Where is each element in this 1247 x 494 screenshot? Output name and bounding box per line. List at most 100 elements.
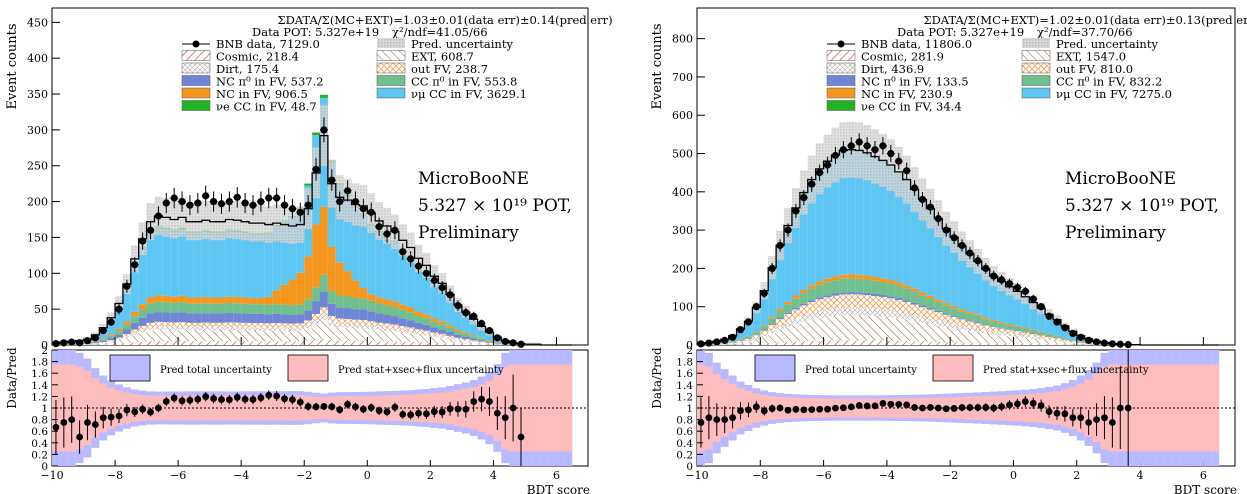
data-point xyxy=(855,138,863,146)
data-point xyxy=(1116,340,1124,348)
stack-bar-ncfv xyxy=(1005,323,1014,326)
stack-bar-ncpi0 xyxy=(446,332,454,336)
data-point xyxy=(288,205,297,213)
stack-bar-outfv xyxy=(973,323,982,330)
annotation-line: 5.327 × 10¹⁹ POT, xyxy=(1065,196,1219,216)
stack-bar-ncpi0 xyxy=(878,294,887,298)
ratio-point xyxy=(517,433,525,441)
y-axis-main: 0 50 100 150 200 250 300 350 400 450 xyxy=(27,16,60,352)
data-point xyxy=(438,284,446,292)
stack-bar-cosmic xyxy=(1037,344,1046,345)
data-point xyxy=(446,291,454,299)
data-point xyxy=(273,194,281,202)
ratio-y-tick-label: 1.6 xyxy=(31,368,48,380)
stack-bar-ext xyxy=(162,329,171,342)
stack-bar-ncpi0 xyxy=(422,324,431,331)
stack-bar-outfv xyxy=(249,323,257,328)
stack-bar-dirt xyxy=(950,324,959,329)
legend-swatch-outfv xyxy=(376,62,406,74)
x-tick-label: −10 xyxy=(40,469,63,482)
data-point xyxy=(990,272,998,280)
stack-bar-ccpi0 xyxy=(485,340,494,342)
stack-bar-numu xyxy=(784,225,792,302)
stack-bar-ncpi0 xyxy=(91,342,100,344)
ratio-point xyxy=(839,404,847,412)
data-point xyxy=(477,319,486,328)
stack-bar-ncpi0 xyxy=(225,313,234,323)
stack-bar-numu xyxy=(799,193,808,290)
stack-bar-ext xyxy=(469,341,478,345)
stack-bar-dirt xyxy=(343,323,352,328)
stack-bar-cosmic xyxy=(178,341,186,345)
legend-label: Cosmic, 281.9 xyxy=(861,50,944,64)
legend-swatch-cosmic xyxy=(826,50,856,61)
data-point xyxy=(903,167,911,175)
stack-bar-ext xyxy=(910,321,919,342)
ratio-point xyxy=(847,403,855,411)
data-point xyxy=(1092,338,1101,346)
stack-bar-ncpi0 xyxy=(886,296,895,299)
stack-bar-cosmic xyxy=(981,343,990,345)
stack-bar-cosmic xyxy=(162,341,171,345)
stack-bar-cosmic xyxy=(430,342,439,345)
stack-bar-ncpi0 xyxy=(233,313,242,323)
stack-bar-ncpi0 xyxy=(871,293,879,297)
stack-bar-outfv xyxy=(744,338,753,341)
legend-swatch-ccpi0 xyxy=(1021,75,1051,86)
stack-bar-ncfv xyxy=(752,331,761,333)
stack-bar-dirt xyxy=(461,340,470,342)
data-point xyxy=(367,208,375,216)
stack-bar-dirt xyxy=(383,327,391,331)
stack-bar-dirt xyxy=(1013,334,1022,337)
stack-bar-ncfv xyxy=(966,312,974,314)
stack-bar-ccpi0 xyxy=(170,302,179,314)
data-point xyxy=(958,241,966,250)
ratio-y-tick-label: 0 xyxy=(41,461,48,473)
ratio-point xyxy=(304,403,312,410)
stack-bar-cosmic xyxy=(170,341,179,345)
stack-bar-ext xyxy=(122,337,131,344)
stack-bar-cosmic xyxy=(815,340,824,345)
legend-swatch-pred xyxy=(377,38,405,48)
stack-bar-numu xyxy=(1021,296,1030,328)
stack-bar-ncfv xyxy=(1037,331,1046,333)
stack-bar-outfv xyxy=(926,309,935,319)
ratio-point xyxy=(281,395,288,403)
stack-bar-ncfv xyxy=(871,276,879,281)
stack-bar-numu xyxy=(209,233,218,298)
ratio-y-tick-label: 1.8 xyxy=(31,357,48,369)
stack-bar-cosmic xyxy=(973,342,982,345)
ratio-point xyxy=(454,405,462,413)
stack-bar-ext xyxy=(871,315,879,341)
legend-label: BNB data, 7129.0 xyxy=(216,37,320,51)
ratio-point xyxy=(855,402,863,409)
stack-bar-ncfv xyxy=(170,296,179,303)
stack-bar-outfv xyxy=(320,307,328,315)
ratio-y-tick-label: 2 xyxy=(686,345,693,357)
data-point xyxy=(343,187,352,195)
stack-bar-ccpi0 xyxy=(950,308,959,316)
stack-bar-ccpi0 xyxy=(902,288,911,301)
stack-bar-numu xyxy=(1060,325,1069,339)
stack-bar-numu xyxy=(138,248,147,305)
stack-bar-ncpi0 xyxy=(264,314,273,324)
stack-bar-dirt xyxy=(752,337,761,340)
stack-bar-cosmic xyxy=(807,341,816,345)
stack-bar-dirt xyxy=(815,311,824,318)
stack-bar-outfv xyxy=(942,314,951,323)
ratio-y-tick-label: 1.4 xyxy=(676,380,693,392)
legend-marker-data xyxy=(192,40,200,48)
ratio-point xyxy=(752,403,760,411)
stack-bar-ext xyxy=(1029,338,1038,344)
ratio-legend-swatch-stat xyxy=(287,354,329,382)
ratio-point xyxy=(737,407,744,415)
stack-bar-ncfv xyxy=(138,304,147,310)
stack-bar-dirt xyxy=(1021,335,1030,338)
data-point xyxy=(107,318,115,326)
stack-bar-ext xyxy=(894,318,903,341)
stack-bar-ext xyxy=(272,330,281,342)
stack-bar-outfv xyxy=(1021,332,1030,336)
stack-bar-numu xyxy=(855,151,864,275)
stack-bar-cosmic xyxy=(186,341,194,345)
stack-bar-ncpi0 xyxy=(162,312,171,323)
